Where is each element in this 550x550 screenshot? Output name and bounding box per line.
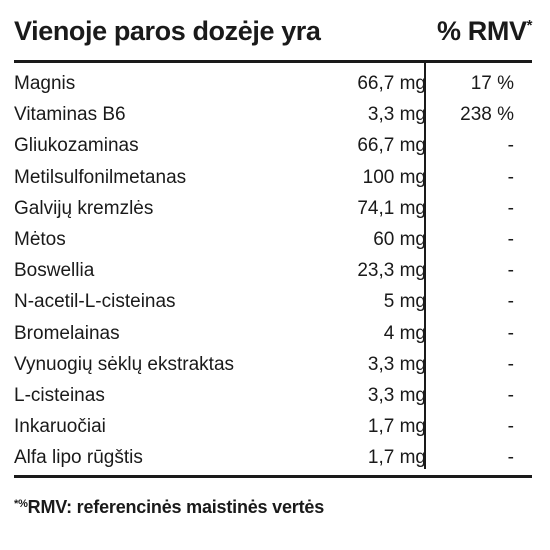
rmv-column-header: % RMV* (437, 16, 532, 47)
ingredient-rmv: - (507, 416, 514, 438)
ingredient-amount: 23,3 mg (357, 260, 426, 282)
ingredient-name: Boswellia (14, 260, 95, 282)
ingredient-name: Mėtos (14, 228, 66, 250)
ingredient-amount: 4 mg (383, 322, 426, 344)
table-row: Alfa lipo rūgštis 1,7 mg - (14, 442, 532, 473)
ingredient-rmv: - (507, 135, 514, 157)
rmv-column-label: % RMV (437, 16, 527, 46)
ingredient-amount: 3,3 mg (367, 384, 426, 406)
ingredient-rmv: 238 % (460, 104, 514, 126)
ingredient-name: N-acetil-L-cisteinas (14, 291, 176, 313)
ingredient-rmv: - (507, 353, 514, 375)
ingredient-amount: 3,3 mg (367, 104, 426, 126)
ingredient-amount: 100 mg (362, 166, 426, 188)
footnote: *%RMV: referencinės maistinės vertės (14, 497, 324, 518)
ingredient-rmv: - (507, 260, 514, 282)
ingredient-amount: 3,3 mg (367, 353, 426, 375)
ingredient-amount: 66,7 mg (357, 73, 426, 94)
table-row: Bromelainas 4 mg - (14, 318, 532, 349)
ingredient-amount: 1,7 mg (367, 447, 426, 469)
ingredient-name: Bromelainas (14, 322, 120, 344)
table-row: Inkaruočiai 1,7 mg - (14, 411, 532, 442)
table-row: Metilsulfonilmetanas 100 mg - (14, 162, 532, 193)
ingredient-rmv: - (507, 166, 514, 188)
column-divider (424, 60, 426, 469)
nutrition-table: Vienoje paros dozėje yra % RMV* Magnis 6… (14, 14, 532, 468)
ingredient-name: Galvijų kremzlės (14, 197, 154, 219)
ingredient-name: Vynuogių sėklų ekstraktas (14, 353, 235, 375)
table-bottom-rule (14, 475, 532, 478)
ingredient-rmv: - (507, 291, 514, 313)
table-title: Vienoje paros dozėje yra (14, 16, 321, 46)
table-row: Galvijų kremzlės 74,1 mg - (14, 193, 532, 224)
ingredient-amount: 1,7 mg (367, 416, 426, 438)
table-row: N-acetil-L-cisteinas 5 mg - (14, 286, 532, 317)
table-row: Vynuogių sėklų ekstraktas 3,3 mg - (14, 349, 532, 380)
ingredient-rmv: 17 % (470, 73, 514, 94)
table-row: Magnis 66,7 mg 17 % (14, 68, 532, 99)
rmv-column-marker: * (526, 17, 533, 34)
ingredient-name: L-cisteinas (14, 384, 105, 406)
table-header: Vienoje paros dozėje yra % RMV* (14, 14, 532, 63)
ingredient-amount: 5 mg (383, 291, 426, 313)
ingredient-rmv: - (507, 228, 514, 250)
footnote-text: RMV: referencinės maistinės vertės (27, 497, 325, 517)
ingredient-rmv: - (507, 197, 514, 219)
ingredient-name: Magnis (14, 73, 76, 94)
table-row: L-cisteinas 3,3 mg - (14, 380, 532, 411)
ingredient-rmv: - (507, 322, 514, 344)
table-body: Magnis 66,7 mg 17 % Vitaminas B6 3,3 mg … (14, 68, 532, 473)
ingredient-name: Gliukozaminas (14, 135, 139, 157)
table-row: Boswellia 23,3 mg - (14, 255, 532, 286)
ingredient-name: Metilsulfonilmetanas (14, 166, 187, 188)
ingredient-rmv: - (507, 447, 514, 469)
ingredient-name: Vitaminas B6 (14, 104, 126, 126)
table-row: Gliukozaminas 66,7 mg - (14, 130, 532, 161)
ingredient-amount: 74,1 mg (357, 197, 426, 219)
ingredient-amount: 60 mg (373, 228, 426, 250)
ingredient-amount: 66,7 mg (357, 135, 426, 157)
ingredient-name: Alfa lipo rūgštis (14, 447, 143, 469)
ingredient-name: Inkaruočiai (14, 416, 106, 438)
table-row: Mėtos 60 mg - (14, 224, 532, 255)
footnote-marker: *% (14, 498, 28, 510)
table-row: Vitaminas B6 3,3 mg 238 % (14, 99, 532, 130)
ingredient-rmv: - (507, 384, 514, 406)
